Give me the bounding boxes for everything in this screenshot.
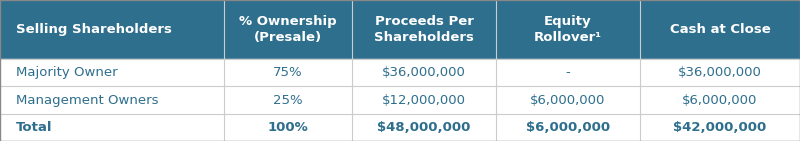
Text: $42,000,000: $42,000,000 <box>674 121 766 134</box>
Bar <box>0 0 800 59</box>
Text: Management Owners: Management Owners <box>16 94 158 107</box>
Text: 25%: 25% <box>273 94 303 107</box>
Text: Majority Owner: Majority Owner <box>16 66 118 79</box>
Text: $6,000,000: $6,000,000 <box>530 94 606 107</box>
Bar <box>0 86 800 114</box>
Text: 100%: 100% <box>268 121 308 134</box>
Text: $36,000,000: $36,000,000 <box>382 66 466 79</box>
Text: Selling Shareholders: Selling Shareholders <box>16 23 172 36</box>
Text: Cash at Close: Cash at Close <box>670 23 770 36</box>
Text: $12,000,000: $12,000,000 <box>382 94 466 107</box>
Text: $6,000,000: $6,000,000 <box>682 94 758 107</box>
Text: Proceeds Per
Shareholders: Proceeds Per Shareholders <box>374 15 474 44</box>
Text: % Ownership
(Presale): % Ownership (Presale) <box>239 15 337 44</box>
Text: $36,000,000: $36,000,000 <box>678 66 762 79</box>
Bar <box>0 114 800 141</box>
Text: Total: Total <box>16 121 53 134</box>
Text: $6,000,000: $6,000,000 <box>526 121 610 134</box>
Text: Equity
Rollover¹: Equity Rollover¹ <box>534 15 602 44</box>
Bar <box>0 59 800 86</box>
Text: $48,000,000: $48,000,000 <box>378 121 470 134</box>
Text: -: - <box>566 66 570 79</box>
Text: 75%: 75% <box>273 66 303 79</box>
